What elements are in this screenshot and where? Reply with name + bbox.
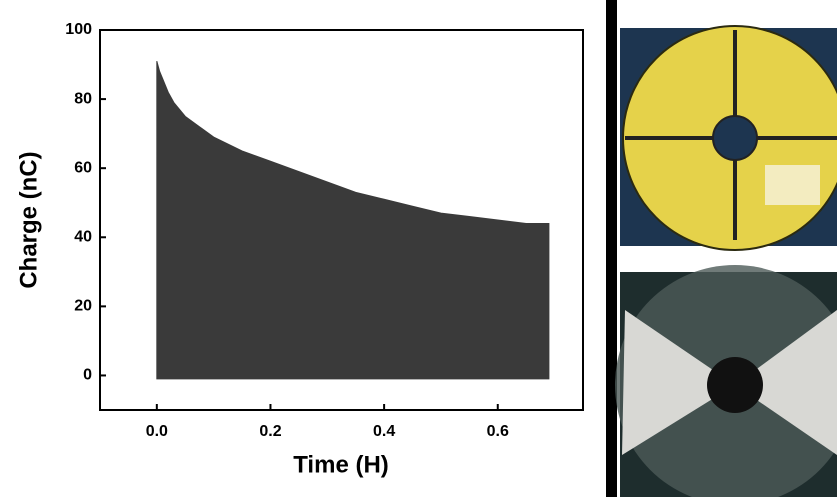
charge-signal: [156, 60, 550, 380]
y-tick-label: 40: [74, 228, 92, 245]
y-tick-label: 80: [74, 90, 92, 107]
photo-bottom: [615, 265, 837, 497]
plot-frame: [99, 29, 584, 411]
y-tick-label: 20: [74, 298, 92, 315]
divider: [606, 0, 617, 497]
y-tick-label: 60: [74, 159, 92, 176]
photo-top: [620, 25, 837, 251]
x-axis-label: Time (H): [293, 451, 389, 478]
x-tick-label: 0.2: [259, 423, 281, 440]
x-tick-label: 0.6: [487, 423, 509, 440]
x-tick-label: 0.4: [373, 423, 395, 440]
y-tick-label: 0: [83, 367, 92, 384]
y-axis-label: Charge (nC): [15, 151, 42, 288]
x-tick-label: 0.0: [146, 423, 168, 440]
y-tick-label: 100: [65, 21, 92, 38]
